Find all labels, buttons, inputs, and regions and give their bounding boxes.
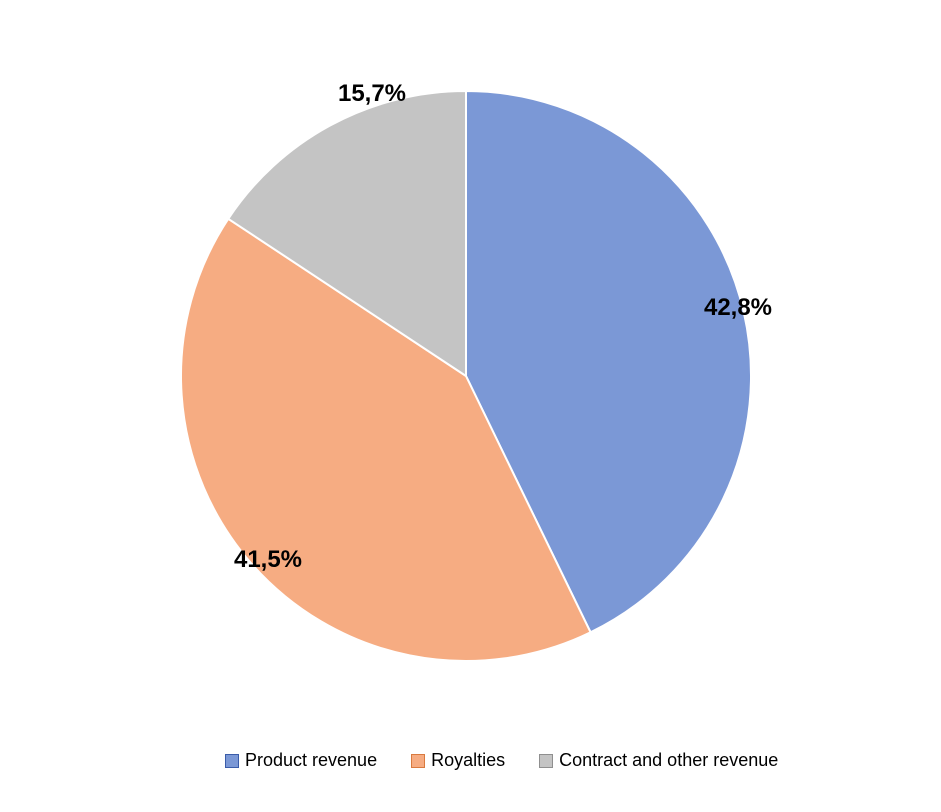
legend-item: Contract and other revenue [539, 750, 778, 771]
legend-label: Contract and other revenue [559, 750, 778, 771]
legend-swatch [411, 754, 425, 768]
pie-chart-container: 42,8% 41,5% 15,7% Product revenue Royalties… [0, 0, 941, 812]
legend-swatch [225, 754, 239, 768]
data-label-product_revenue: 42,8% [704, 294, 772, 322]
legend: Product revenue Royalties Contract and oth… [225, 750, 778, 771]
pie-chart-svg [0, 0, 941, 812]
pie-slices-group [181, 91, 751, 661]
legend-swatch [539, 754, 553, 768]
legend-label: Product revenue [245, 750, 377, 771]
legend-item: Royalties [411, 750, 505, 771]
data-label-royalties: 41,5% [234, 546, 302, 574]
data-label-contract_other: 15,7% [338, 80, 406, 108]
legend-item: Product revenue [225, 750, 377, 771]
legend-label: Royalties [431, 750, 505, 771]
